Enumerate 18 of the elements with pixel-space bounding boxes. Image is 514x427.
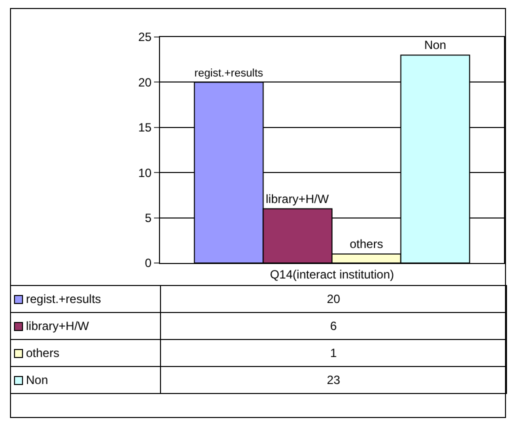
text: Non — [424, 38, 446, 52]
legend-label: library+H/W — [10, 312, 160, 340]
text: 1 — [160, 340, 506, 366]
y-tick-label: 0 — [144, 256, 152, 270]
legend-label: regist.+results — [10, 286, 160, 312]
text: 6 — [160, 312, 506, 340]
legend-label: others — [10, 340, 160, 366]
y-tick-label: 15 — [138, 120, 152, 135]
y-tick-label: 5 — [144, 211, 152, 225]
text: library+H/W — [266, 192, 329, 206]
legend-label: Non — [10, 366, 160, 394]
text: regist.+results — [194, 67, 264, 80]
y-tick-label: 25 — [138, 30, 152, 44]
y-tick-label: 20 — [138, 75, 152, 90]
x-tick-label: Q14(interact institution) — [270, 267, 394, 282]
text: 23 — [160, 366, 506, 394]
text: others — [350, 236, 384, 251]
y-tick-label: 10 — [138, 166, 152, 180]
